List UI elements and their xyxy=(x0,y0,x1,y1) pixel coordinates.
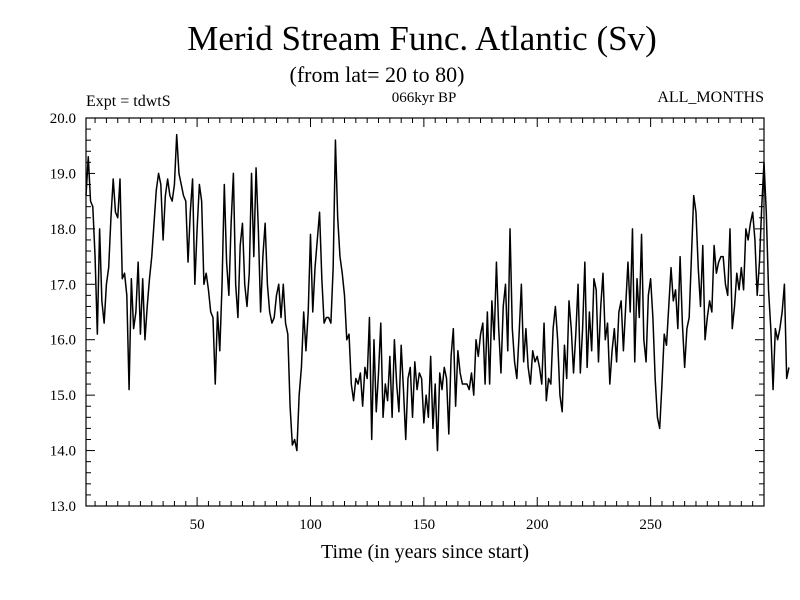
y-tick-label: 13.0 xyxy=(50,499,76,515)
y-tick-label: 14.0 xyxy=(50,444,76,460)
axis-ticks xyxy=(86,118,764,506)
x-axis-tick-labels: 50 100 150 200 250 xyxy=(190,517,662,533)
x-axis-label: Time (in years since start) xyxy=(321,541,529,563)
y-tick-label: 15.0 xyxy=(50,388,76,404)
y-tick-label: 19.0 xyxy=(50,166,76,182)
y-tick-label: 17.0 xyxy=(50,277,76,293)
x-tick-label: 100 xyxy=(299,517,322,533)
chart-title: Merid Stream Func. Atlantic (Sv) xyxy=(187,19,657,58)
series-line xyxy=(85,133,790,452)
months-label: ALL_MONTHS xyxy=(657,89,764,106)
y-tick-label: 16.0 xyxy=(50,333,76,349)
experiment-label: Expt = tdwtS xyxy=(86,93,171,110)
chart-subtitle: (from lat= 20 to 80) xyxy=(290,62,465,87)
y-axis-tick-labels: 13.0 14.0 15.0 16.0 17.0 18.0 19.0 20.0 xyxy=(50,111,76,515)
plot-frame xyxy=(85,117,765,507)
period-label: 066kyr BP xyxy=(392,90,457,106)
x-tick-label: 250 xyxy=(639,517,662,533)
x-tick-label: 150 xyxy=(413,517,436,533)
y-tick-label: 18.0 xyxy=(50,222,76,238)
y-tick-label: 20.0 xyxy=(50,111,76,127)
x-tick-label: 200 xyxy=(526,517,549,533)
x-tick-label: 50 xyxy=(190,517,205,533)
